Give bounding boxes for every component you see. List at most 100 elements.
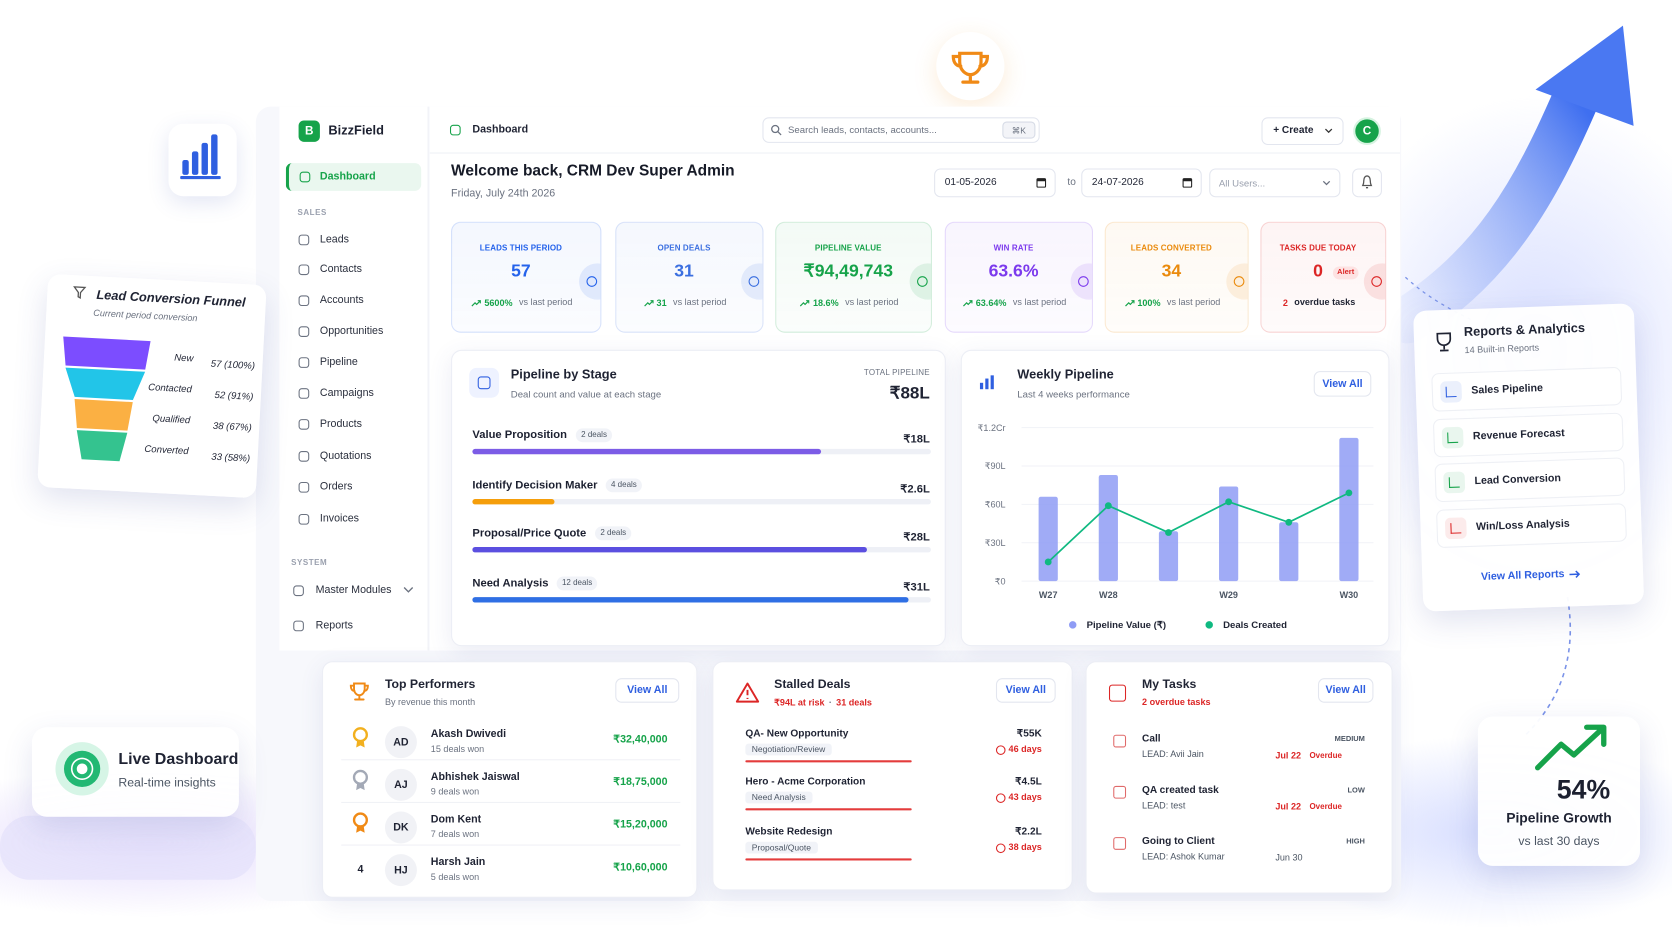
view-all-reports[interactable]: View All Reports [1480,568,1565,584]
medal-icon [352,769,368,791]
brand-name: BizzField [328,122,384,138]
funnel-icon [73,286,87,299]
card-icon-bar [979,382,984,390]
view-all-button[interactable]: View All [1313,371,1372,397]
stat-change-value: 5600% [484,297,513,309]
task-date: Jul 22 [1275,800,1302,812]
nav-item[interactable]: Leads [319,233,349,246]
line-point [1345,489,1353,497]
report-icon-glyph [1447,431,1459,443]
bar [1098,474,1118,582]
task-checkbox[interactable] [1113,785,1127,799]
chevron [403,587,414,593]
page-icon [449,124,461,136]
nav-item[interactable]: Products [319,418,362,430]
stat-card: WIN RATE 63.6% 63.64% vs last period [944,221,1093,333]
date-input[interactable] [934,168,1056,198]
growth-icon [1534,724,1607,771]
task-checkbox[interactable] [1113,837,1127,850]
welcome-date: Friday, July 24th 2026 [451,187,556,200]
avatar: DK [384,811,417,844]
search-placeholder[interactable]: Search leads, contacts, accounts... [788,124,937,136]
stage-name: Proposal/Price Quote [472,526,587,540]
weekly-card [960,349,1390,647]
reports-card: Reports & Analytics 14 Built-in Reports Sa… [1413,303,1645,612]
x-tick-label: W30 [1340,590,1359,600]
nav-icon [298,234,310,246]
deal-count: 31 deals [836,696,872,708]
performer-amount: ₹18,75,000 [613,776,668,789]
performer-amount: ₹10,60,000 [613,861,668,874]
stat-label: OPEN DEALS [657,242,711,253]
user-select[interactable] [1209,168,1341,198]
nav-item[interactable]: Invoices [319,513,360,525]
nav-item[interactable]: Orders [319,481,353,493]
stat-value: 63.6% [988,261,1039,281]
nav-active[interactable] [285,163,422,191]
pipeline-card [451,349,946,647]
nav-item[interactable]: Opportunities [319,325,384,338]
card-icon-bar [985,378,989,390]
nav-item[interactable]: Contacts [319,263,362,276]
card-subtitle: Deal count and value at each stage [510,389,662,400]
nav-item[interactable]: Reports [315,619,353,632]
nav-section: SYSTEM [291,557,328,567]
deal-name: QA- New Opportunity [745,727,849,740]
stat-note: vs last period [673,296,727,308]
stat-note: vs last period [1012,296,1067,308]
date-separator: to [1067,175,1076,188]
line-point [1165,529,1172,536]
date-value[interactable]: 01-05-2026 [944,175,997,188]
user-select-label[interactable]: All Users... [1218,177,1266,189]
view-all-button[interactable]: View All [615,678,680,703]
nav-item[interactable]: Pipeline [319,356,358,369]
search-box[interactable] [762,117,1040,143]
deal-name: Hero - Acme Corporation [745,775,866,788]
deal-stall-bar [745,858,912,861]
nav-item[interactable]: Campaigns [319,387,374,400]
stat-value: 0 [1313,261,1323,281]
nav-section: SALES [297,207,327,218]
task-lead: LEAD: test [1142,799,1186,811]
report-name[interactable]: Sales Pipeline [1471,382,1544,397]
view-all-button[interactable]: View All [995,678,1056,703]
clock-icon [995,792,1006,803]
trophy [349,682,369,701]
date-value[interactable]: 24-07-2026 [1091,175,1144,188]
task-priority: LOW [1347,786,1365,795]
stat-change-row: 63.64% vs last period [961,289,1069,317]
avatar[interactable]: C [1353,117,1381,146]
task-date: Jul 22 [1275,749,1302,761]
notifications-button[interactable] [1352,168,1382,198]
nav-item[interactable]: Master Modules [315,584,392,597]
nav-item[interactable]: Dashboard [319,170,376,183]
card-subtitle: ₹94L at risk · 31 deals [774,697,872,709]
stat-label: PIPELINE VALUE [814,242,882,253]
task-lead: LEAD: Avii Jain [1142,748,1204,760]
stat-change: 31 [643,298,667,308]
card-icon [979,375,994,390]
date-input[interactable] [1081,168,1202,198]
stat-change-value: 18.6% [812,297,839,309]
deal-amount: ₹2.2L [1015,825,1042,838]
stat-change: 100% [1124,298,1161,308]
deal-amount: ₹4.5L [1015,775,1042,788]
bell-icon [1361,175,1373,189]
funnel-card: Lead Conversion Funnel Current period con… [37,273,267,499]
growth-icon [1534,724,1607,771]
nav-item[interactable]: Accounts [319,294,364,307]
row-divider [341,801,681,803]
weekly-chart: ₹0 ₹30L ₹60L ₹90L ₹1.2Cr W27 W28 W29 W30 Pipeline… [978,423,1374,631]
performer-deals: 5 deals won [430,871,480,882]
trophy [1436,332,1452,352]
task-checkbox[interactable] [1113,734,1127,748]
nav-icon [298,481,310,493]
stage-progress [472,597,908,603]
task-date: Jun 30 [1275,852,1303,863]
stat-change: 63.64% [963,298,1006,308]
view-all-button[interactable]: View All [1317,678,1374,703]
nav-item[interactable]: Quotations [319,450,372,462]
total-label: TOTAL PIPELINE [863,367,930,378]
create-button-label[interactable]: + Create [1273,124,1314,136]
stage-progress [472,499,555,505]
